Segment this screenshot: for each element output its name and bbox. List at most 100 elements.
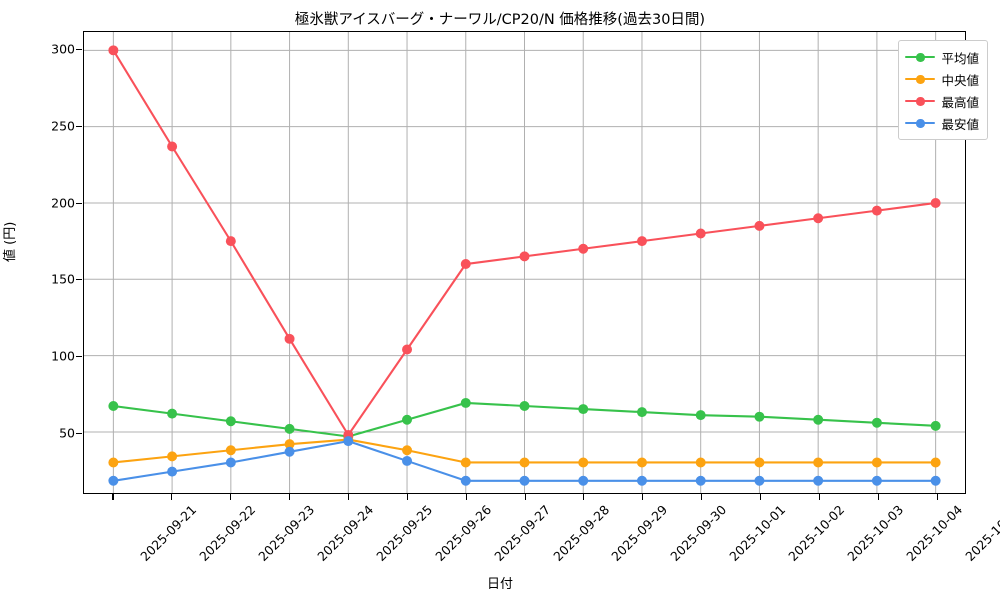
y-tick-mark bbox=[76, 279, 82, 281]
data-point bbox=[519, 475, 530, 486]
data-point bbox=[108, 45, 119, 56]
legend-label: 中央値 bbox=[941, 72, 979, 88]
data-point bbox=[225, 236, 236, 247]
data-point bbox=[225, 445, 236, 456]
legend-label: 最安値 bbox=[941, 116, 979, 132]
data-point bbox=[578, 457, 589, 468]
legend-item-3[interactable]: 最安値 bbox=[905, 112, 979, 134]
x-axis-label: 日付 bbox=[486, 577, 513, 592]
x-tick-mark bbox=[936, 494, 938, 500]
x-tick-label: 2025-10-03 bbox=[844, 502, 907, 564]
data-point bbox=[871, 475, 882, 486]
x-tick-label: 2025-09-21 bbox=[137, 502, 200, 564]
legend-label: 最高値 bbox=[941, 94, 979, 110]
chart-legend: 平均値中央値最高値最安値 bbox=[898, 40, 988, 140]
data-point bbox=[754, 475, 765, 486]
data-point bbox=[695, 410, 706, 421]
x-tick-mark bbox=[406, 494, 408, 500]
data-point bbox=[460, 397, 471, 408]
data-point bbox=[695, 457, 706, 468]
x-tick-label: 2025-09-22 bbox=[196, 502, 259, 564]
x-tick-mark bbox=[524, 494, 526, 500]
data-point bbox=[871, 457, 882, 468]
data-series-layer bbox=[108, 45, 941, 486]
x-axis-tick-labels: 2025-09-21 2025-09-22 2025-09-23 2025-09-24… bbox=[83, 502, 1000, 572]
data-point bbox=[519, 401, 530, 411]
data-point bbox=[284, 446, 295, 457]
x-tick-label: 2025-09-26 bbox=[432, 502, 495, 564]
y-tick-mark bbox=[76, 432, 82, 434]
legend-swatch-icon bbox=[905, 116, 936, 130]
data-point bbox=[578, 475, 589, 486]
data-point bbox=[519, 251, 530, 262]
x-tick-mark bbox=[877, 494, 879, 500]
x-tick-label: 2025-09-25 bbox=[373, 502, 436, 564]
y-tick-label: 300 bbox=[51, 41, 75, 57]
legend-marker-dot bbox=[916, 119, 925, 128]
data-point bbox=[108, 457, 119, 468]
data-point bbox=[460, 457, 471, 468]
legend-marker-dot bbox=[916, 75, 925, 84]
legend-item-0[interactable]: 平均値 bbox=[905, 46, 979, 68]
legend-item-1[interactable]: 中央値 bbox=[905, 68, 979, 90]
x-tick-label: 2025-10-04 bbox=[902, 502, 965, 564]
data-point bbox=[225, 416, 236, 427]
data-point bbox=[871, 205, 882, 216]
x-tick-mark bbox=[171, 494, 173, 500]
data-point bbox=[754, 220, 765, 231]
x-tick-label: 2025-09-27 bbox=[490, 502, 553, 564]
y-tick-mark bbox=[76, 126, 82, 128]
x-tick-mark bbox=[701, 494, 703, 500]
data-point bbox=[930, 197, 941, 208]
data-point bbox=[225, 457, 236, 468]
legend-item-2[interactable]: 最高値 bbox=[905, 90, 979, 112]
x-tick-mark bbox=[112, 494, 114, 500]
x-tick-label: 2025-10-05 bbox=[961, 502, 1000, 564]
series-line-2 bbox=[112, 49, 937, 437]
data-point bbox=[167, 141, 178, 152]
data-point bbox=[813, 213, 824, 224]
legend-label: 平均値 bbox=[941, 50, 979, 66]
y-tick-mark bbox=[76, 202, 82, 204]
x-tick-mark bbox=[642, 494, 644, 500]
x-tick-label: 2025-09-24 bbox=[314, 502, 377, 564]
data-point bbox=[636, 475, 647, 486]
data-point bbox=[402, 414, 413, 425]
data-point bbox=[754, 457, 765, 468]
y-tick-label: 250 bbox=[51, 118, 75, 134]
data-point bbox=[636, 236, 647, 247]
x-tick-mark bbox=[759, 494, 762, 500]
data-point bbox=[636, 457, 647, 468]
data-point bbox=[813, 457, 824, 468]
data-point bbox=[519, 457, 530, 468]
legend-marker-dot bbox=[916, 97, 925, 106]
data-point bbox=[167, 408, 178, 419]
data-point bbox=[930, 457, 941, 468]
y-tick-label: 50 bbox=[59, 425, 75, 441]
data-point bbox=[167, 451, 178, 462]
data-point bbox=[108, 475, 119, 486]
y-axis-tick-labels: 50 100 150 200 250 300 bbox=[0, 31, 75, 494]
y-tick-mark bbox=[76, 356, 82, 358]
data-point bbox=[930, 420, 941, 431]
x-tick-label: 2025-09-29 bbox=[608, 502, 671, 564]
data-point bbox=[636, 407, 647, 418]
data-point bbox=[460, 259, 471, 270]
data-point bbox=[930, 475, 941, 486]
legend-marker-dot bbox=[916, 53, 925, 62]
x-tick-mark bbox=[465, 494, 467, 500]
legend-swatch-icon bbox=[905, 72, 936, 86]
chart-title: 極氷獣アイスバーグ・ナーワル/CP20/N 価格推移(過去30日間) bbox=[294, 12, 706, 28]
data-point bbox=[695, 475, 706, 486]
x-axis-tick-marks bbox=[83, 494, 966, 502]
y-tick-label: 200 bbox=[51, 195, 75, 211]
x-tick-label: 2025-10-01 bbox=[726, 502, 789, 564]
y-tick-label: 150 bbox=[51, 271, 75, 287]
data-point bbox=[578, 243, 589, 254]
data-point bbox=[284, 423, 295, 434]
data-point bbox=[578, 404, 589, 415]
x-tick-label: 2025-09-28 bbox=[549, 502, 612, 564]
legend-swatch-icon bbox=[905, 50, 936, 64]
y-tick-label: 100 bbox=[51, 348, 75, 364]
